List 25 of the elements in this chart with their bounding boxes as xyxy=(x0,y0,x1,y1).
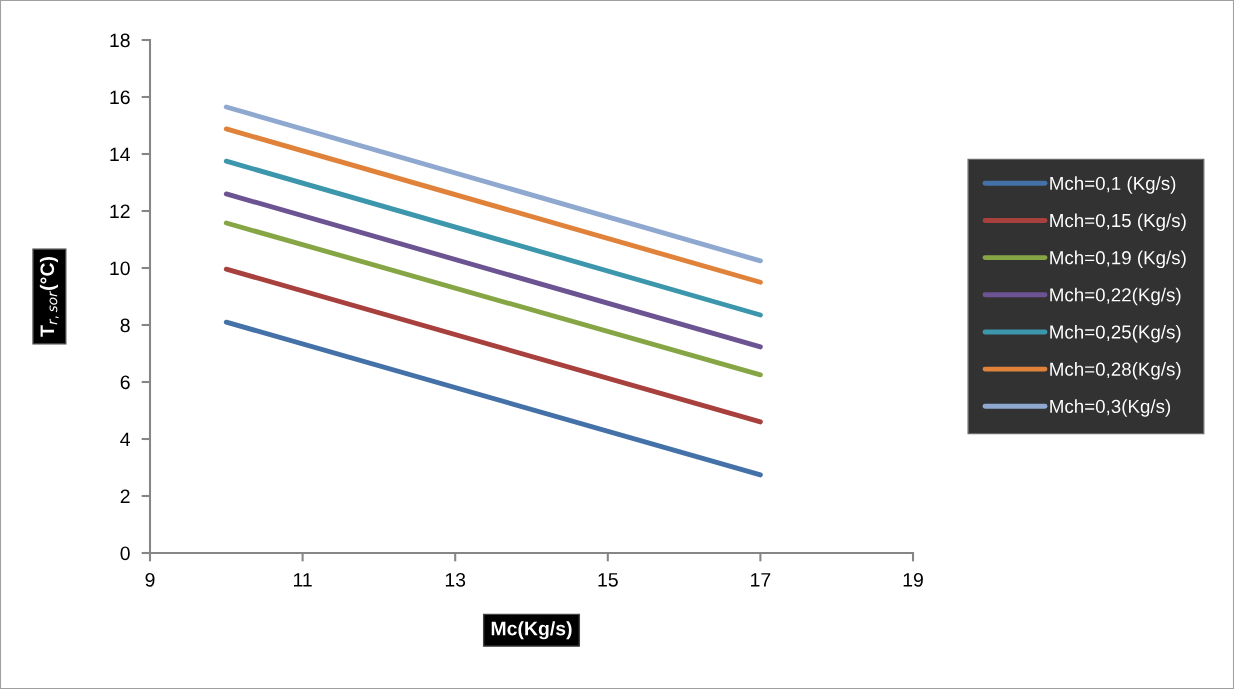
legend-label: Mch=0,22(Kg/s) xyxy=(1050,287,1181,306)
y-tick-label: 12 xyxy=(110,204,130,219)
x-tick-label: 19 xyxy=(903,572,923,587)
legend-label: Mch=0,25(Kg/s) xyxy=(1050,324,1181,343)
legend-label: Mch=0,28(Kg/s) xyxy=(1050,362,1181,380)
y-tick-label: 14 xyxy=(110,147,130,162)
y-tick-label: 18 xyxy=(110,33,130,48)
y-tick-label: 0 xyxy=(120,546,130,561)
y-tick-label: 8 xyxy=(120,318,130,333)
y-axis-title: T$_{r,sor}$(°C) xyxy=(39,257,59,337)
x-tick-label: 13 xyxy=(445,572,466,587)
x-tick-label: 11 xyxy=(293,573,312,587)
legend-label: Mch=0,19 (Kg/s) xyxy=(1050,250,1186,269)
x-axis-title: Mc(Kg/s) xyxy=(491,621,572,640)
legend-label: Mch=0,3(Kg/s) xyxy=(1050,399,1171,417)
y-tick-label: 4 xyxy=(120,432,130,447)
y-tick-label: 6 xyxy=(120,375,130,390)
x-tick-label: 9 xyxy=(145,572,155,587)
x-tick-label: 17 xyxy=(751,573,771,587)
x-tick-label: 15 xyxy=(598,573,618,587)
y-tick-label: 16 xyxy=(110,90,130,105)
legend-label: Mch=0,15 (Kg/s) xyxy=(1050,213,1186,231)
y-tick-label: 10 xyxy=(110,261,130,276)
legend-label: Mch=0,1 (Kg/s) xyxy=(1050,176,1176,194)
y-tick-label: 2 xyxy=(120,489,130,504)
